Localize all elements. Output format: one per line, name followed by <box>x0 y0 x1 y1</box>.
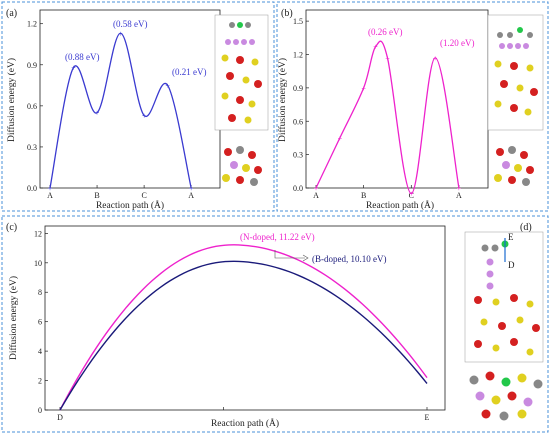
chart-c-plot-area <box>44 225 446 411</box>
chart-a-point: + <box>95 109 100 118</box>
chart-c-series-n-doped <box>59 244 428 411</box>
chart-c-xlabel: Reaction path (Å) <box>211 417 279 429</box>
pa-xtick-label: A <box>47 191 53 200</box>
chart-a-annotation-2: (0.58 eV) <box>113 19 148 29</box>
chart-b-series-line <box>315 40 460 195</box>
chart-a-ylabel: Diffusion energy (eV) <box>6 58 17 142</box>
pb-ytick-label: 0.6 <box>293 117 303 126</box>
pa-ytick-label: 0.6 <box>27 102 37 111</box>
structure-panel-d: E D <box>464 231 544 421</box>
pc-ytick-label: 8 <box>38 288 42 297</box>
panel-c-tag: (c) <box>6 222 17 233</box>
chart-a-point: + <box>118 29 123 38</box>
pb-xtick-label: A <box>456 191 462 200</box>
structure-inset-b <box>487 14 544 131</box>
pb-xtick-label: A <box>313 191 319 200</box>
structure-topview-b <box>494 146 534 186</box>
chart-b-point: + <box>361 84 366 93</box>
chart-c-annotation-n: (N-doped, 11.22 eV) <box>240 232 315 242</box>
chart-b-ylabel: Diffusion energy (eV) <box>277 58 288 142</box>
pc-ytick-label: 12 <box>34 229 42 238</box>
pc-ytick-label: 4 <box>38 347 42 356</box>
chart-c-callout-arrow <box>302 254 309 262</box>
pb-ytick-label: 0.9 <box>293 84 303 93</box>
pb-ytick-label: 1.5 <box>293 17 303 26</box>
chart-a: 0.0 0.3 0.6 0.9 1.2 A B C A + + + + + + + Diffusion e… <box>6 9 269 211</box>
chart-a-annotation-3: (0.21 eV) <box>172 67 207 77</box>
panel-b-tag: (b) <box>281 8 293 19</box>
chart-b-point: + <box>338 134 343 143</box>
pc-xtick-label: D <box>57 413 63 422</box>
chart-a-point: + <box>48 184 53 193</box>
chart-b-xlabel: Reaction path (Å) <box>366 199 434 211</box>
pc-ytick-label: 2 <box>38 377 42 386</box>
pc-ytick-label: 6 <box>38 318 42 327</box>
panel-a-tag: (a) <box>6 8 17 19</box>
chart-a-plot-area <box>39 9 221 189</box>
panel-d-label-e: E <box>508 232 514 242</box>
chart-b-annotation-2: (1.20 eV) <box>440 38 475 48</box>
chart-a-xlabel: Reaction path (Å) <box>96 199 164 211</box>
pb-xtick-label: B <box>361 191 366 200</box>
structure-topview-a <box>222 146 262 186</box>
chart-c-series-b-doped <box>59 260 428 411</box>
pc-xtick-label: E <box>425 413 430 422</box>
panel-d-label-d: D <box>508 260 515 270</box>
panel-d-tag: (d) <box>520 222 532 233</box>
chart-b-point: + <box>433 54 438 63</box>
frame-a <box>1 1 275 212</box>
pa-xtick-label: C <box>141 191 146 200</box>
pc-ytick-label: 10 <box>34 259 42 268</box>
pb-ytick-label: 0.3 <box>293 151 303 160</box>
frame-cd <box>1 215 549 433</box>
chart-a-annotation-1: (0.88 eV) <box>65 52 100 62</box>
chart-b-point: + <box>409 190 414 199</box>
chart-b-point: + <box>373 43 378 52</box>
chart-a-point: + <box>71 64 76 73</box>
pa-ytick-label: 0.3 <box>27 143 37 152</box>
structure-inset-a <box>214 14 269 131</box>
pb-ytick-label: 1.2 <box>293 51 303 60</box>
chart-b-point: + <box>385 54 390 63</box>
chart-c-annotation-b: (B-doped, 10.10 eV) <box>312 254 386 264</box>
chart-b-annotation-1: (0.26 eV) <box>368 27 403 37</box>
frame-b <box>276 1 549 212</box>
pb-xtick-label: C <box>409 191 414 200</box>
chart-c-ylabel: Diffusion energy (eV) <box>8 276 19 360</box>
pa-ytick-label: 0.9 <box>27 61 37 70</box>
chart-b-point: + <box>314 184 319 193</box>
pc-ytick-label: 0 <box>38 406 42 415</box>
pa-ytick-label: 1.2 <box>27 20 37 29</box>
pa-xtick-label: A <box>188 191 194 200</box>
chart-c: 0 2 4 6 8 10 12 D E Diffusion energy (eV) React… <box>8 225 446 429</box>
chart-a-point: + <box>189 184 194 193</box>
pa-ytick-label: 0.0 <box>27 184 37 193</box>
chart-b-point: + <box>457 184 462 193</box>
pb-ytick-label: 0.0 <box>293 184 303 193</box>
chart-a-series-line <box>49 32 192 189</box>
chart-a-point: + <box>142 111 147 120</box>
pa-xtick-label: B <box>94 191 99 200</box>
chart-b: 0.0 0.3 0.6 0.9 1.2 1.5 A B C A + + + + + + + + Diffusi… <box>277 9 544 211</box>
chart-a-point: + <box>165 81 170 90</box>
chart-c-callout-bracket <box>274 250 305 259</box>
